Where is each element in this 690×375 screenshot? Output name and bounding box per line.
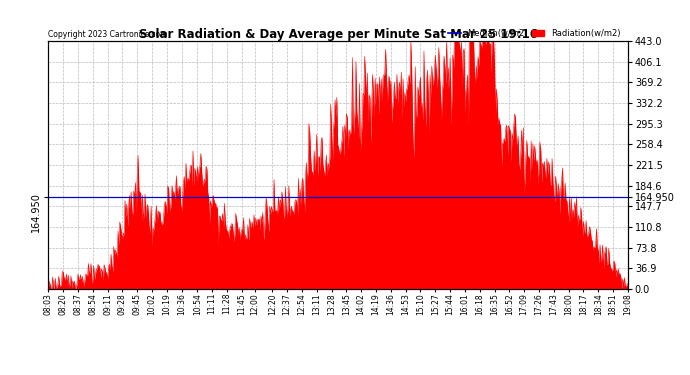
Legend: Median(w/m2), Radiation(w/m2): Median(w/m2), Radiation(w/m2)	[444, 26, 624, 41]
Title: Solar Radiation & Day Average per Minute Sat Mar 25 19:16: Solar Radiation & Day Average per Minute…	[139, 28, 538, 41]
Text: Copyright 2023 Cartronics.com: Copyright 2023 Cartronics.com	[48, 30, 168, 39]
